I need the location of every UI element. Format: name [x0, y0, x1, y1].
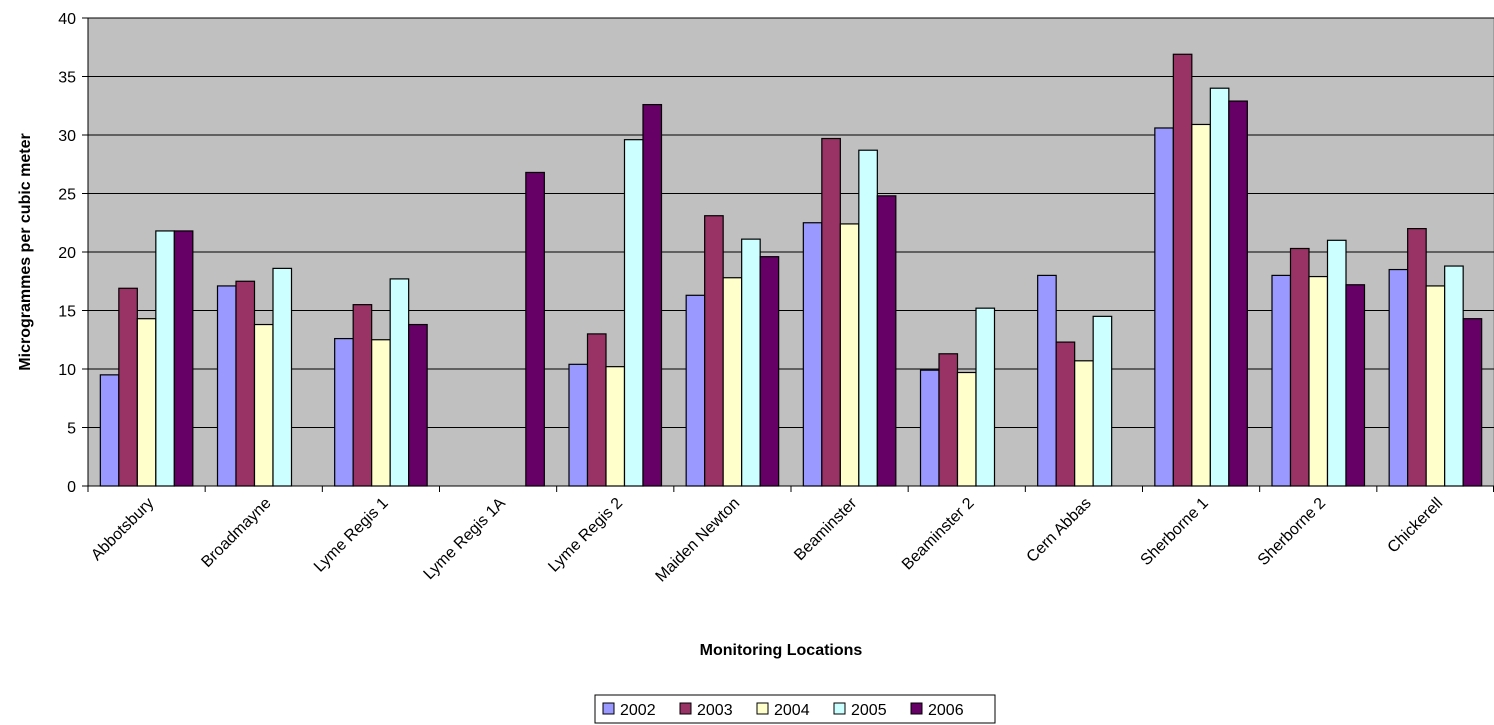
bar-2004 [136, 318, 157, 487]
bar-2003 [1055, 341, 1076, 487]
y-tick-label: 5 [67, 421, 76, 438]
bar-2002 [216, 285, 237, 487]
bar-2004 [1425, 285, 1446, 487]
y-tick-label: 20 [58, 245, 76, 262]
bar-2002 [99, 374, 120, 487]
y-tick-label: 35 [58, 70, 76, 87]
bar-2006 [1228, 100, 1248, 487]
bar-2005 [1092, 315, 1113, 487]
bar-2006 [408, 323, 428, 487]
bar-2002 [1388, 268, 1409, 487]
bar-2003 [704, 215, 724, 487]
legend-label: 2002 [620, 702, 656, 719]
bar-2005 [1326, 239, 1347, 487]
bar-2006 [1345, 284, 1366, 487]
x-tick-label: Lyme Regis 1A [421, 495, 510, 584]
bar-2003 [586, 333, 607, 487]
x-tick-label: Cern Abbas [1024, 495, 1095, 566]
bar-2005 [1209, 87, 1230, 487]
bar-2005 [155, 230, 175, 487]
bar-2005 [858, 149, 878, 487]
gridlines [88, 17, 1494, 428]
y-tick-label: 25 [58, 187, 76, 204]
bar-2003 [235, 280, 256, 487]
legend-swatch [833, 702, 846, 715]
axes [82, 17, 1494, 492]
legend-box [594, 694, 996, 724]
y-tick-label: 30 [58, 128, 76, 145]
bar-2003 [118, 287, 138, 487]
bar-2005 [623, 139, 644, 487]
bar-2002 [685, 294, 706, 487]
bar-2006 [173, 230, 194, 487]
x-tick-label: Maiden Newton [653, 495, 744, 586]
bar-2002 [1271, 274, 1292, 487]
legend-swatch [602, 702, 615, 715]
bar-2003 [1407, 228, 1427, 487]
bar-2006 [876, 195, 897, 487]
bar-2006 [759, 256, 780, 487]
bar-2002 [334, 337, 354, 487]
bar-2002 [1154, 127, 1174, 487]
legend-label: 2006 [928, 702, 964, 719]
bar-2003 [352, 304, 373, 487]
bar-2002 [919, 369, 940, 487]
y-tick-label: 15 [58, 304, 76, 321]
y-tick-label: 10 [58, 362, 76, 379]
bar-2002 [568, 363, 589, 487]
x-tick-label: Broadmayne [198, 495, 274, 571]
bar-2003 [1172, 53, 1193, 487]
legend-swatch [756, 702, 769, 715]
bar-2004 [956, 371, 977, 487]
x-tick-label: Beaminster [791, 494, 861, 564]
legend-label: 2005 [851, 702, 887, 719]
legend-swatch [679, 702, 692, 715]
bar-2004 [722, 277, 743, 487]
x-tick-label: Lyme Regis 2 [545, 495, 626, 576]
y-tick-label: 0 [67, 479, 76, 496]
x-tick-label: Chickerell [1385, 495, 1447, 557]
bar-2005 [741, 238, 761, 487]
bar-2002 [802, 222, 823, 487]
x-tick-labels: Abbotsbury Broadmayne Lyme Regis 1 Lyme Reg… [88, 494, 1446, 585]
x-tick-label: Beaminster 2 [899, 495, 978, 574]
bar-2004 [605, 366, 626, 487]
bar-2004 [1308, 275, 1329, 487]
bar-2003 [821, 137, 841, 487]
legend-swatch [910, 702, 923, 715]
bar-2005 [975, 307, 996, 487]
bar-2006 [525, 171, 545, 487]
bar-2004 [1074, 360, 1094, 487]
bar-2004 [1191, 123, 1211, 487]
legend-label: 2003 [697, 702, 733, 719]
y-axis-title: Microgrammes per cubic meter [17, 133, 34, 370]
legend: 2002 2003 2004 2005 2006 [594, 694, 996, 724]
bar-2002 [1037, 274, 1057, 487]
x-tick-label: Lyme Regis 1 [311, 495, 392, 576]
bar-2006 [642, 103, 663, 487]
bar-2005 [272, 267, 293, 487]
bar-2006 [1462, 318, 1483, 487]
legend-label: 2004 [774, 702, 810, 719]
bar-2003 [1289, 247, 1310, 487]
x-tick-label: Sherborne 2 [1255, 495, 1329, 569]
bar-2004 [253, 323, 274, 487]
bar-2003 [938, 353, 959, 487]
y-tick-label: 40 [58, 11, 76, 28]
bar-2005 [1444, 265, 1464, 487]
bar-2004 [371, 339, 391, 487]
x-tick-label: Abbotsbury [88, 495, 157, 564]
bar-2005 [389, 278, 410, 487]
x-tick-label: Sherborne 1 [1138, 495, 1212, 569]
x-axis-title: Monitoring Locations [700, 642, 863, 659]
bar-2004 [839, 223, 860, 487]
y-tick-labels: 0 5 10 15 20 25 30 35 40 [58, 11, 76, 496]
